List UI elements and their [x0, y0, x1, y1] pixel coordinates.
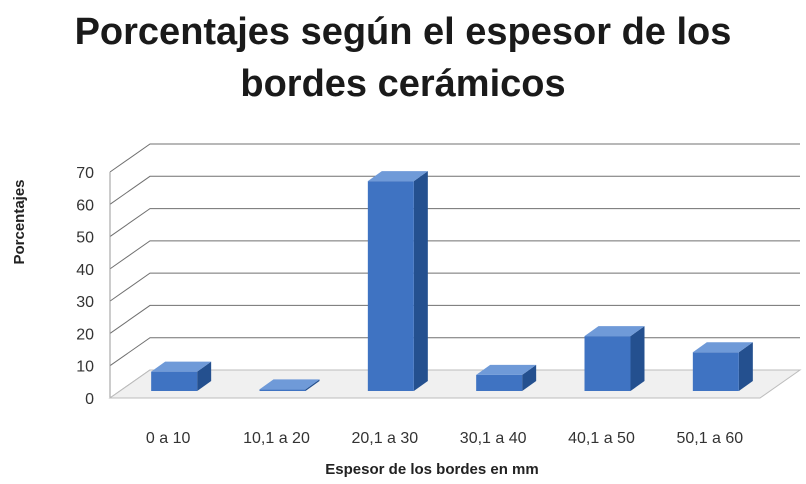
x-tick-label: 50,1 a 60: [676, 430, 743, 447]
gridline: [109, 304, 800, 334]
y-tick-label: 20: [76, 326, 94, 343]
x-tick-label: 20,1 a 30: [351, 430, 418, 447]
bar: [259, 379, 320, 391]
bar-top: [367, 171, 428, 182]
chart-title-line-2: bordes cerámicos: [240, 63, 566, 105]
x-tick-label: 40,1 a 50: [568, 430, 635, 447]
bar: [692, 342, 753, 391]
bar-front: [476, 374, 523, 391]
bar: [476, 364, 537, 391]
bar-front: [367, 181, 414, 391]
bar: [584, 326, 645, 391]
x-axis-title: Espesor de los bordes en mm: [325, 461, 538, 478]
y-axis-title: Porcentajes: [11, 179, 28, 264]
bar-front: [692, 352, 739, 391]
bar-side: [738, 342, 753, 391]
gridline: [109, 272, 800, 302]
gridline: [109, 208, 800, 237]
y-tick-label: 0: [85, 391, 94, 408]
bar-front: [584, 336, 631, 391]
bar-front: [151, 371, 198, 391]
gridline: [109, 337, 800, 367]
bar-top: [476, 364, 537, 375]
bar-side: [305, 379, 320, 391]
x-tick-label: 0 a 10: [146, 430, 191, 447]
back-wall-plane: [150, 144, 800, 370]
y-tick-label: 70: [76, 165, 94, 182]
gridline: [109, 240, 800, 270]
gridlines: [109, 143, 800, 399]
chart-title-line-1: Porcentajes según el espesor de los: [74, 11, 732, 53]
back-wall: [150, 144, 800, 370]
bar-side: [522, 364, 537, 391]
gridline: [109, 143, 800, 173]
y-tick-labels: 0 10 20 30 40 50 60 70: [76, 165, 94, 408]
y-tick-label: 10: [76, 359, 94, 376]
bar-side: [197, 361, 212, 391]
bar-top: [692, 342, 753, 353]
bar: [367, 171, 428, 391]
bar-front: [259, 389, 306, 391]
chart-title: Porcentajes según el espesor de los bord…: [0, 6, 806, 110]
bar: [151, 361, 212, 391]
bar-top: [259, 379, 320, 390]
bar-side: [630, 326, 645, 391]
x-tick-label: 30,1 a 40: [460, 430, 527, 447]
y-tick-label: 40: [76, 262, 94, 279]
x-tick-label: 10,1 a 20: [243, 430, 310, 447]
y-tick-label: 30: [76, 294, 94, 311]
bar-top: [151, 361, 212, 372]
y-tick-label: 50: [76, 230, 94, 247]
bar-top: [584, 326, 645, 337]
gridline: [109, 175, 800, 205]
bars: [151, 171, 753, 391]
x-tick-labels: 0 a 10 10,1 a 20 20,1 a 30 30,1 a 40 40,1 a …: [146, 430, 743, 447]
bar-side: [413, 171, 428, 391]
y-tick-label: 60: [76, 197, 94, 214]
